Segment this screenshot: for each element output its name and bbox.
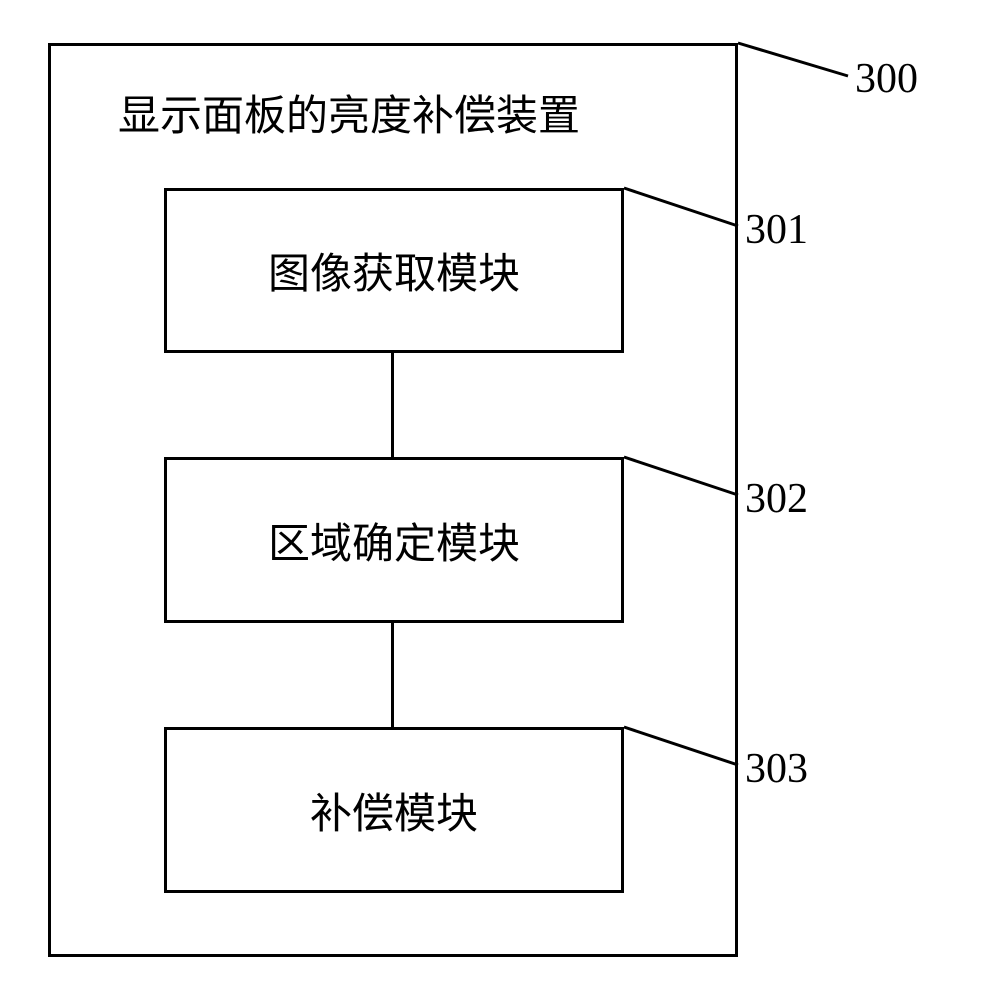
- leader-line-2: [624, 457, 744, 507]
- leader-line-3: [624, 727, 744, 777]
- connector-1-2: [391, 353, 394, 457]
- module-label-3: 补偿模块: [310, 780, 478, 841]
- leader-line-1: [624, 188, 744, 238]
- module-number-2: 302: [745, 475, 808, 523]
- module-box-2: 区域确定模块: [164, 457, 624, 623]
- module-box-3: 补偿模块: [164, 727, 624, 893]
- leader-line-outer: [738, 43, 858, 88]
- module-box-1: 图像获取模块: [164, 188, 624, 353]
- outer-label: 300: [855, 55, 918, 103]
- connector-2-3: [391, 623, 394, 727]
- diagram-title: 显示面板的亮度补偿装置: [118, 82, 580, 143]
- module-number-1: 301: [745, 206, 808, 254]
- module-label-2: 区域确定模块: [268, 510, 520, 571]
- module-label-1: 图像获取模块: [268, 240, 520, 301]
- module-number-3: 303: [745, 745, 808, 793]
